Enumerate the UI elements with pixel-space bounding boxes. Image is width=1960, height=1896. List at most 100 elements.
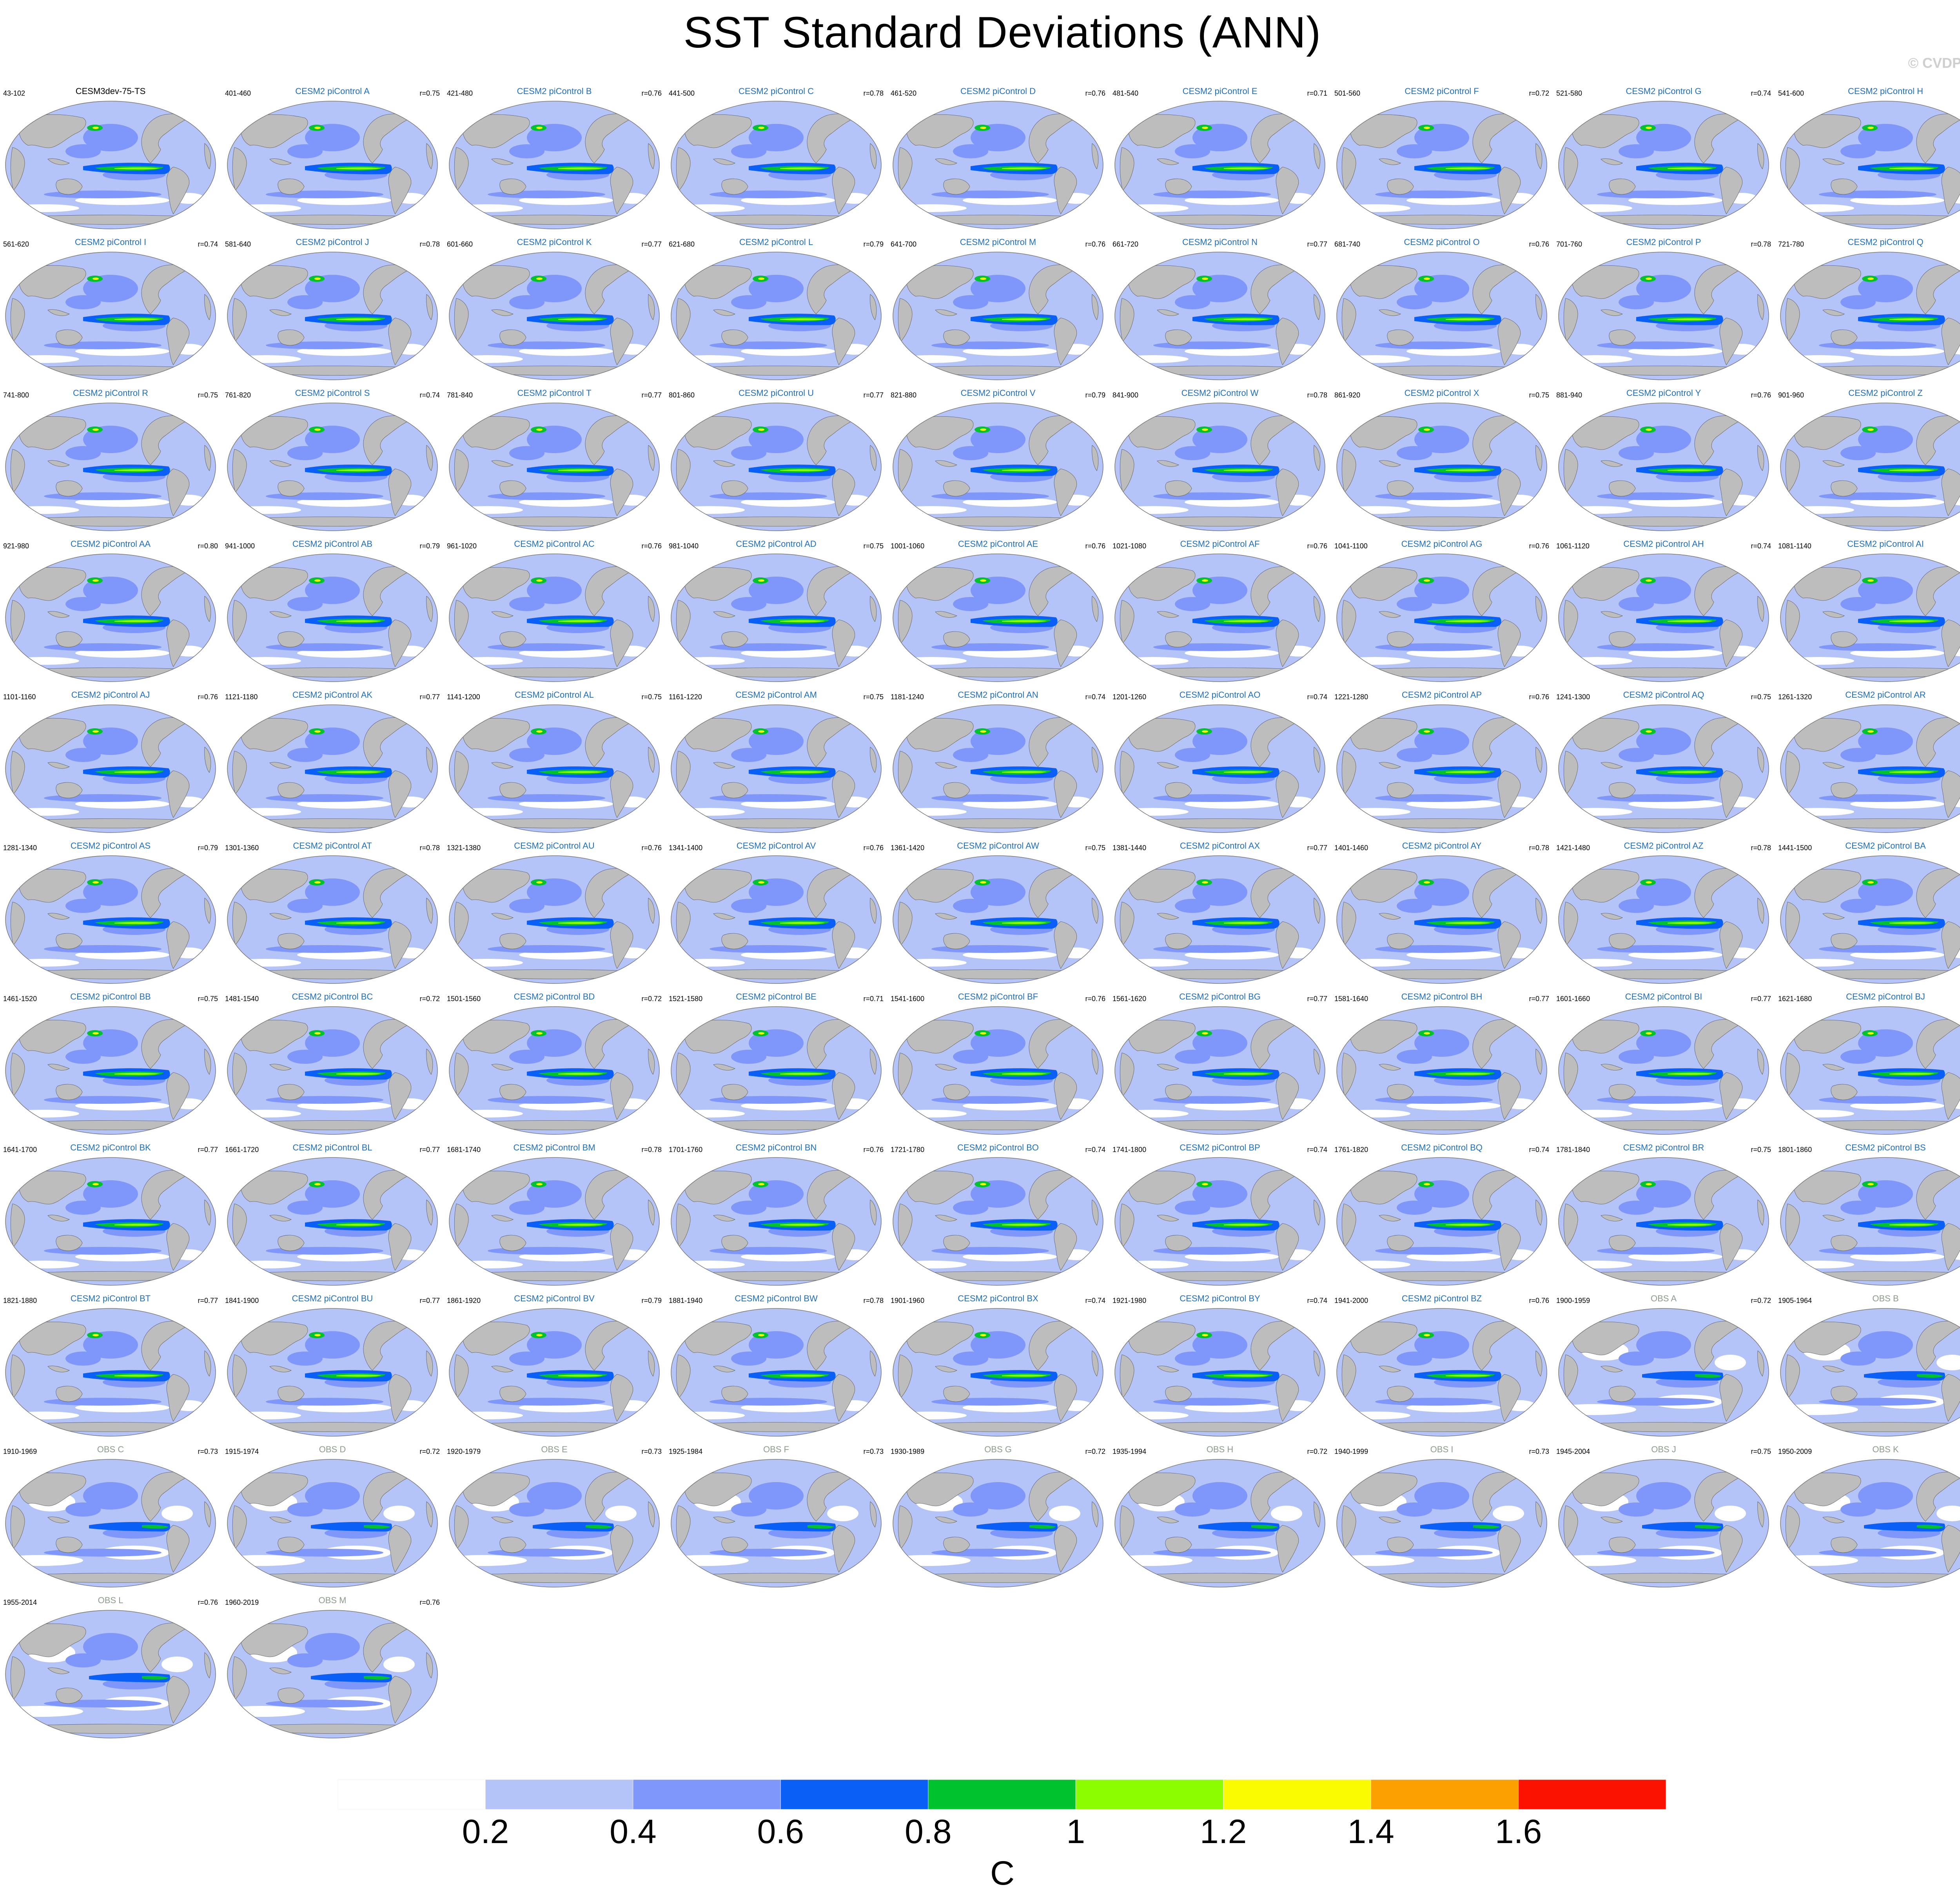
panel-title: CESM2 piControl AZ bbox=[1624, 841, 1704, 851]
sst-std-map bbox=[893, 704, 1103, 833]
panel-title: CESM2 piControl Z bbox=[1848, 388, 1923, 398]
panel-correlation: r=0.78 bbox=[1529, 844, 1549, 852]
panel-years: 1915-1974 bbox=[225, 1448, 259, 1455]
sst-std-map bbox=[1558, 1459, 1769, 1588]
panel-correlation: r=0.72 bbox=[419, 995, 440, 1003]
panel-years: 1421-1480 bbox=[1556, 844, 1590, 852]
panel-title: CESM2 piControl X bbox=[1404, 388, 1479, 398]
panel-years: 721-780 bbox=[1778, 240, 1804, 248]
panel-title: CESM2 piControl BW bbox=[735, 1294, 818, 1303]
sst-std-map bbox=[893, 855, 1103, 984]
sst-std-map bbox=[1780, 855, 1960, 984]
panel-correlation: r=0.73 bbox=[1529, 1448, 1549, 1455]
panel-correlation: r=0.76 bbox=[419, 1598, 440, 1606]
sst-std-map bbox=[449, 1157, 660, 1286]
panel-title: CESM2 piControl AQ bbox=[1623, 690, 1704, 700]
panel-title: CESM2 piControl M bbox=[960, 237, 1036, 247]
panel-correlation: r=0.74 bbox=[1529, 1146, 1549, 1154]
map-panel: 481-540 CESM2 piControl E r=0.71 bbox=[1110, 86, 1330, 238]
sst-std-map bbox=[893, 553, 1103, 682]
panel-correlation: r=0.72 bbox=[641, 995, 662, 1003]
map-panel: 701-760 CESM2 piControl P r=0.78 bbox=[1554, 237, 1773, 389]
panel-years: 1301-1360 bbox=[225, 844, 259, 852]
panel-title: CESM2 piControl AT bbox=[293, 841, 372, 851]
map-panel: 921-980 CESM2 piControl AA r=0.80 bbox=[1, 539, 220, 691]
panel-title: CESM2 piControl AP bbox=[1401, 690, 1482, 700]
map-panel: 1681-1740 CESM2 piControl BM r=0.78 bbox=[445, 1143, 664, 1295]
map-panel: 681-740 CESM2 piControl O r=0.76 bbox=[1332, 237, 1552, 389]
panel-years: 1955-2014 bbox=[3, 1598, 37, 1606]
sst-std-map bbox=[5, 1308, 216, 1437]
sst-std-map bbox=[5, 1459, 216, 1588]
sst-std-map bbox=[1780, 1006, 1960, 1135]
panel-years: 1461-1520 bbox=[3, 995, 37, 1003]
panel-years: 1841-1900 bbox=[225, 1297, 259, 1305]
panel-title: CESM2 piControl BH bbox=[1401, 992, 1483, 1002]
sst-std-map bbox=[5, 403, 216, 531]
panel-title: CESM2 piControl BT bbox=[70, 1294, 151, 1303]
panel-correlation: r=0.74 bbox=[198, 240, 218, 248]
panel-years: 501-560 bbox=[1334, 89, 1361, 97]
colorbar-box bbox=[633, 1779, 781, 1810]
sst-std-map bbox=[671, 855, 882, 984]
sst-std-map bbox=[671, 403, 882, 531]
panel-years: 1781-1840 bbox=[1556, 1146, 1590, 1154]
map-panel: 621-680 CESM2 piControl L r=0.79 bbox=[666, 237, 886, 389]
sst-std-map bbox=[449, 403, 660, 531]
colorbar-box bbox=[780, 1779, 929, 1810]
panel-years: 561-620 bbox=[3, 240, 29, 248]
sst-std-map bbox=[449, 101, 660, 229]
panel-correlation: r=0.78 bbox=[641, 1146, 662, 1154]
sst-std-map bbox=[227, 1610, 438, 1738]
sst-std-map bbox=[449, 553, 660, 682]
sst-std-map bbox=[1336, 403, 1547, 531]
panel-years: 1081-1140 bbox=[1778, 542, 1811, 550]
panel-title: OBS C bbox=[97, 1444, 124, 1454]
panel-years: 701-760 bbox=[1556, 240, 1583, 248]
map-panel: 1541-1600 CESM2 piControl BF r=0.76 bbox=[888, 992, 1108, 1144]
map-panel: 1101-1160 CESM2 piControl AJ r=0.76 bbox=[1, 690, 220, 842]
panel-years: 841-900 bbox=[1112, 391, 1139, 399]
panel-title: CESM2 piControl J bbox=[296, 237, 369, 247]
panel-years: 441-500 bbox=[669, 89, 695, 97]
panel-correlation: r=0.77 bbox=[1307, 844, 1327, 852]
colorbar-tick-label: 1.2 bbox=[1200, 1813, 1247, 1851]
panel-title: CESM2 piControl Q bbox=[1847, 237, 1924, 247]
panel-correlation: r=0.77 bbox=[1529, 995, 1549, 1003]
panel-title: CESM2 piControl BE bbox=[736, 992, 817, 1002]
panel-title: CESM2 piControl S bbox=[295, 388, 370, 398]
map-panel: 1915-1974 OBS D r=0.72 bbox=[223, 1444, 442, 1597]
panel-years: 1941-2000 bbox=[1334, 1297, 1368, 1305]
sst-std-map bbox=[893, 101, 1103, 229]
panel-title: CESM2 piControl P bbox=[1626, 237, 1701, 247]
panel-years: 1561-1620 bbox=[1112, 995, 1147, 1003]
sst-std-map bbox=[1114, 1308, 1325, 1437]
panel-title: CESM2 piControl I bbox=[74, 237, 147, 247]
panel-correlation: r=0.78 bbox=[863, 1297, 884, 1305]
map-panel: 1921-1980 CESM2 piControl BY r=0.74 bbox=[1110, 1294, 1330, 1446]
panel-years: 1940-1999 bbox=[1334, 1448, 1368, 1455]
sst-std-map bbox=[1780, 252, 1960, 380]
panel-title: CESM2 piControl AC bbox=[514, 539, 595, 549]
panel-years: 1900-1959 bbox=[1556, 1297, 1590, 1305]
sst-std-map bbox=[1114, 704, 1325, 833]
panel-title: CESM2 piControl AA bbox=[70, 539, 151, 549]
colorbar-box bbox=[1075, 1779, 1224, 1810]
panel-correlation: r=0.79 bbox=[1085, 391, 1105, 399]
sst-std-map bbox=[1558, 704, 1769, 833]
panel-correlation: r=0.76 bbox=[641, 89, 662, 97]
panel-correlation: r=0.74 bbox=[419, 391, 440, 399]
panel-correlation: r=0.73 bbox=[863, 1448, 884, 1455]
panel-years: 1181-1240 bbox=[891, 693, 924, 701]
panel-title: CESM2 piControl BU bbox=[292, 1294, 373, 1303]
map-panel: 1221-1280 CESM2 piControl AP r=0.76 bbox=[1332, 690, 1552, 842]
panel-correlation: r=0.77 bbox=[641, 240, 662, 248]
colorbar-tick-label: 0.4 bbox=[610, 1813, 657, 1851]
panel-title: CESM2 piControl AH bbox=[1623, 539, 1704, 549]
map-panel: 1161-1220 CESM2 piControl AM r=0.75 bbox=[666, 690, 886, 842]
panel-title: CESM2 piControl BF bbox=[958, 992, 1038, 1002]
panel-correlation: r=0.74 bbox=[1751, 542, 1771, 550]
panel-years: 981-1040 bbox=[669, 542, 699, 550]
